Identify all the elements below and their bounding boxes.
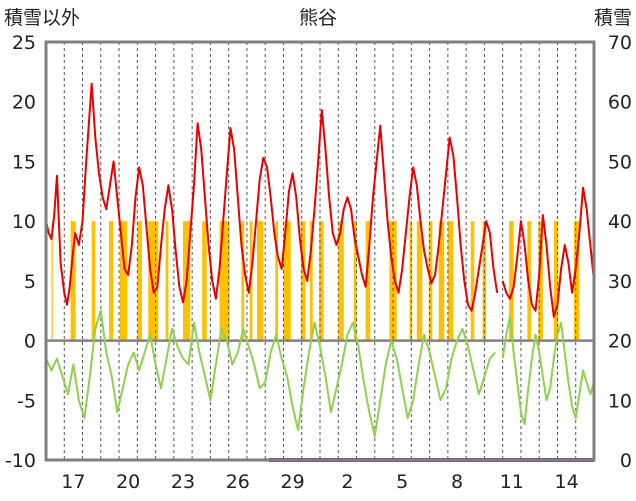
bar-mark — [148, 221, 159, 341]
x-tick-label: 17 — [61, 471, 85, 493]
bar-mark — [241, 221, 245, 341]
right-axis-label: 積雪 — [594, 7, 632, 29]
right-tick-label: 30 — [608, 271, 632, 293]
bar-mark — [70, 221, 76, 341]
bar-mark — [365, 221, 371, 341]
bars-layer — [51, 221, 580, 341]
x-tick-label: 8 — [451, 471, 463, 493]
right-tick-label: 50 — [608, 151, 632, 173]
bar-mark — [319, 221, 324, 341]
left-tick-label: 25 — [12, 32, 36, 54]
bar-mark — [553, 221, 559, 341]
bar-mark — [470, 221, 475, 341]
x-tick-label: 2 — [341, 471, 353, 493]
bar-mark — [256, 221, 264, 341]
bar-mark — [109, 221, 114, 341]
bar-mark — [353, 221, 357, 341]
left-tick-label: -10 — [5, 450, 36, 472]
bar-mark — [283, 221, 291, 341]
bar-mark — [509, 221, 514, 341]
bar-mark — [309, 221, 313, 341]
bar-mark — [165, 221, 169, 341]
grid-layer — [46, 42, 594, 460]
right-tick-label: 70 — [608, 32, 632, 54]
bar-mark — [573, 221, 580, 341]
x-tick-label: 20 — [116, 471, 140, 493]
bar-mark — [338, 221, 344, 341]
x-tick-label: 5 — [396, 471, 408, 493]
right-tick-label: 0 — [620, 450, 632, 472]
x-tick-label: 26 — [226, 471, 250, 493]
right-tick-label: 40 — [608, 211, 632, 233]
red-series-line — [45, 82, 499, 312]
bar-mark — [389, 221, 397, 341]
left-tick-label: -5 — [17, 390, 36, 412]
bar-mark — [300, 221, 306, 341]
left-tick-label: 5 — [24, 271, 36, 293]
right-tick-label: 60 — [608, 92, 632, 114]
bar-mark — [202, 221, 207, 341]
bar-mark — [409, 221, 413, 341]
left-tick-label: 0 — [24, 331, 36, 353]
bar-mark — [482, 221, 487, 341]
right-tick-label: 10 — [608, 390, 632, 412]
bar-mark — [219, 221, 230, 341]
bar-mark — [447, 221, 454, 341]
bar-mark — [438, 221, 445, 341]
left-axis-label: 積雪以外 — [4, 7, 80, 29]
left-tick-label: 10 — [12, 211, 36, 233]
x-tick-label: 29 — [281, 471, 305, 493]
x-tick-label: 11 — [500, 471, 524, 493]
bar-mark — [119, 221, 128, 341]
red-series-line — [501, 186, 595, 318]
left-tick-label: 20 — [12, 92, 36, 114]
plot-frame — [44, 40, 596, 462]
x-tick-label: 14 — [555, 471, 579, 493]
bar-mark — [91, 221, 96, 341]
bar-mark — [416, 221, 423, 341]
green-series-line — [45, 309, 497, 438]
bar-mark — [538, 221, 543, 341]
chart-title: 熊谷 — [299, 7, 337, 29]
bar-mark — [51, 221, 53, 341]
bar-mark — [137, 221, 142, 341]
right-tick-label: 20 — [608, 331, 632, 353]
bar-mark — [275, 221, 278, 341]
left-tick-label: 15 — [12, 151, 36, 173]
x-tick-label: 23 — [171, 471, 195, 493]
green-series-line — [501, 315, 595, 426]
